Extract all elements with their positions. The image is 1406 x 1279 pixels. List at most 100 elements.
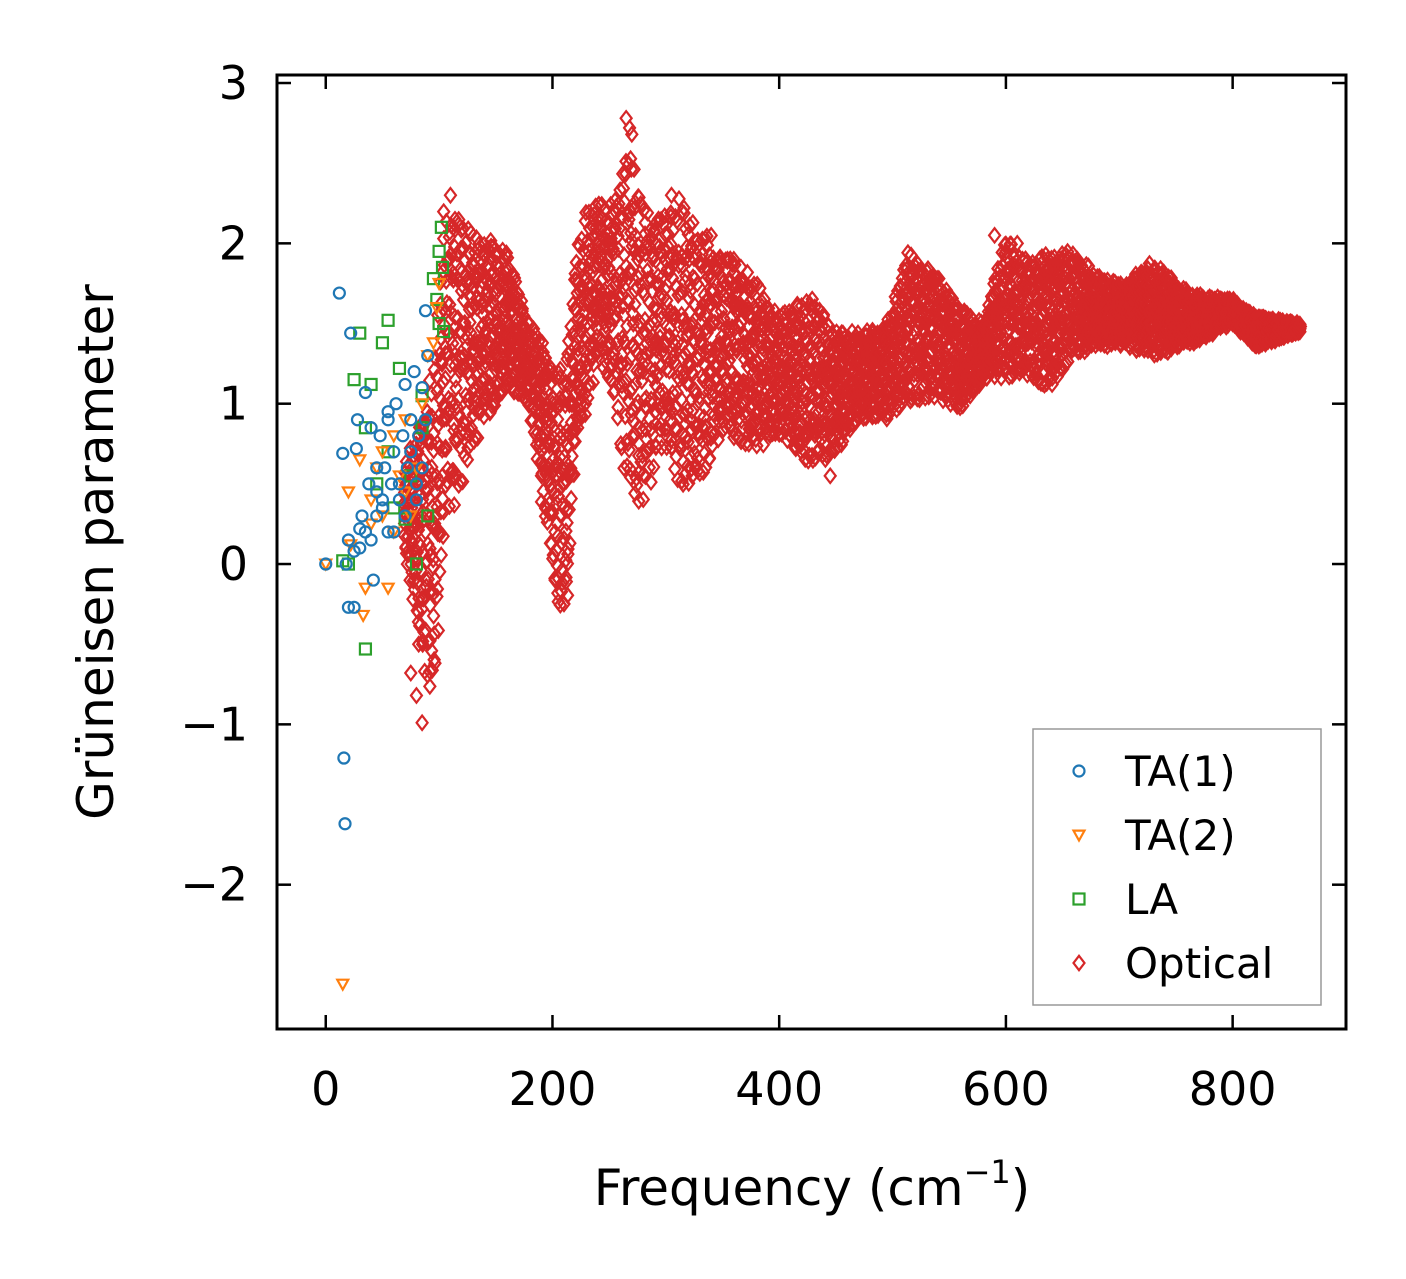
data-point (398, 509, 412, 523)
optical-point (495, 381, 510, 400)
optical-point (769, 413, 783, 431)
data-point (370, 461, 384, 475)
optical-point (677, 204, 691, 223)
data-point (387, 525, 401, 539)
optical-point (756, 435, 771, 454)
optical-point (411, 612, 426, 631)
optical-point (823, 466, 838, 485)
optical-point (848, 368, 863, 387)
optical-point (476, 390, 491, 409)
legend-item: TA(1) (1072, 747, 1236, 796)
optical-point (618, 225, 633, 244)
data-point (415, 381, 429, 395)
data-point (344, 326, 358, 340)
optical-point (1010, 234, 1025, 253)
optical-point (703, 295, 718, 313)
x-tick-label: 200 (509, 1062, 597, 1116)
optical-point (722, 323, 737, 342)
data-point (358, 385, 373, 400)
optical-point (695, 417, 710, 436)
optical-point (515, 302, 529, 321)
data-point (389, 397, 403, 411)
data-point (409, 493, 424, 507)
optical-point (542, 503, 557, 522)
optical-point (697, 286, 712, 305)
data-point (409, 477, 424, 491)
optical-point (559, 568, 573, 587)
optical-point (562, 534, 577, 553)
optical-point (556, 475, 571, 494)
optical-point (568, 432, 582, 451)
y-tick-label: 1 (219, 377, 248, 431)
data-point (421, 509, 435, 523)
optical-point (987, 226, 1002, 245)
optical-point (624, 125, 639, 144)
data-point (437, 324, 451, 339)
legend-marker (1072, 954, 1086, 972)
data-point (319, 557, 333, 571)
optical-point (548, 571, 563, 590)
optical-point (632, 263, 647, 282)
optical-point (623, 460, 638, 478)
optical-point (644, 473, 658, 492)
optical-point (805, 290, 820, 309)
optical-point (632, 463, 647, 482)
optical-point (560, 501, 574, 520)
optical-point (1045, 369, 1060, 388)
data-point (362, 477, 376, 491)
optical-point (697, 408, 711, 426)
optical-point (649, 235, 664, 254)
optical-point (627, 160, 641, 179)
optical-point (711, 347, 726, 366)
optical-point (607, 344, 621, 363)
data-point (397, 414, 413, 428)
optical-point (454, 239, 468, 258)
optical-point (910, 255, 925, 274)
data-point (421, 348, 435, 363)
optical-point (476, 370, 490, 389)
data-point (415, 421, 429, 435)
optical-point (726, 321, 741, 339)
data-point (434, 220, 448, 234)
optical-point (507, 269, 522, 287)
series-la (336, 220, 451, 656)
optical-point (644, 390, 659, 409)
data-point (335, 978, 351, 992)
optical-point (430, 580, 445, 598)
x-axis-label-text: Frequency (cm (594, 1159, 964, 1217)
optical-point (636, 490, 651, 509)
data-point (366, 573, 380, 587)
optical-point (560, 513, 574, 532)
optical-point (455, 472, 470, 491)
optical-point (608, 292, 622, 311)
data-point (412, 429, 426, 443)
optical-point (654, 309, 669, 328)
data-point (370, 477, 384, 491)
optical-point (430, 382, 445, 401)
optical-point (737, 373, 752, 392)
data-point (430, 292, 444, 307)
data-point (435, 260, 450, 275)
data-point (381, 525, 395, 539)
optical-point (559, 572, 574, 591)
optical-point (499, 244, 514, 263)
optical-point (718, 417, 733, 436)
data-point (353, 326, 367, 340)
optical-point (822, 445, 837, 464)
optical-point (515, 299, 530, 318)
optical-point (636, 355, 650, 374)
optical-point (676, 475, 690, 494)
data-point (404, 445, 418, 459)
optical-point (623, 261, 638, 280)
data-point (347, 600, 361, 614)
optical-point (685, 213, 700, 232)
optical-point (737, 350, 752, 369)
optical-point (1002, 367, 1017, 386)
legend-label: LA (1125, 875, 1178, 924)
optical-point (640, 270, 655, 289)
optical-point (1062, 303, 1077, 322)
optical-point (808, 402, 823, 420)
optical-point (790, 297, 805, 316)
